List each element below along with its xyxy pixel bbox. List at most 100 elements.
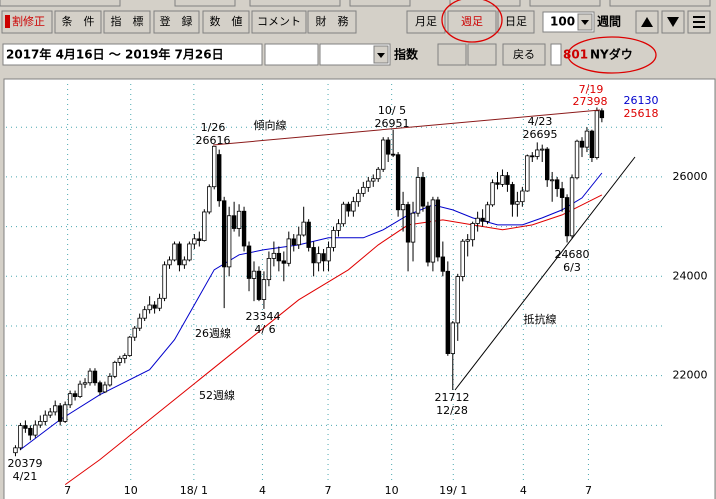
y-tick-label: 24000 <box>673 269 708 282</box>
button-label[interactable]: 日足 <box>505 15 527 28</box>
candle-body <box>341 203 346 225</box>
candle-body <box>376 168 381 180</box>
x-tick-label: 10 <box>124 484 138 497</box>
resistance-line <box>454 156 636 391</box>
candle-body <box>306 221 311 248</box>
candle-body <box>331 230 336 248</box>
button-label[interactable]: 条 件 <box>62 14 95 28</box>
candle-body <box>485 204 490 222</box>
annotation: 10/ 5 <box>378 104 406 117</box>
x-tick-label: 4 <box>259 484 266 497</box>
dropdown-value[interactable]: 100 <box>550 15 575 29</box>
date-range-field[interactable] <box>2 43 263 66</box>
button-label[interactable]: 週足 <box>461 15 483 28</box>
date-range: 2017年 4月16日 ～ 2019年 7月26日 <box>6 47 224 62</box>
candle-body <box>599 110 605 119</box>
field <box>467 43 497 66</box>
button[interactable] <box>1 10 53 34</box>
candle-body <box>167 259 172 266</box>
moving-average-line <box>64 194 603 486</box>
candle-body <box>13 447 18 454</box>
button-label[interactable]: 月足 <box>415 15 437 28</box>
candle-body <box>97 382 103 393</box>
candle-body <box>162 264 167 299</box>
button-label[interactable]: 指 標 <box>111 14 144 28</box>
candle-body <box>554 179 560 190</box>
button-label[interactable]: 登 録 <box>160 14 193 28</box>
candle-body <box>72 393 78 397</box>
annotation: 25618 <box>624 107 659 120</box>
button[interactable] <box>251 10 307 34</box>
candle-body <box>400 204 406 211</box>
button[interactable] <box>406 10 446 34</box>
annotation: 4/23 <box>528 115 553 128</box>
button[interactable] <box>202 10 250 34</box>
candle-body <box>549 179 555 182</box>
candle-body <box>361 186 366 194</box>
button-label[interactable]: 財 務 <box>316 14 349 28</box>
x-tick-label: 4 <box>520 484 527 497</box>
field[interactable] <box>264 43 319 66</box>
candle-body <box>212 145 217 188</box>
candle-body <box>564 197 570 237</box>
candle-body <box>495 182 500 185</box>
annotation: 27398 <box>573 95 608 108</box>
chart-area <box>3 78 716 499</box>
candle-body <box>147 304 152 311</box>
annotation: 抵抗線 <box>524 312 557 326</box>
button[interactable] <box>447 10 497 34</box>
candle-body <box>515 201 520 205</box>
button[interactable] <box>502 43 546 66</box>
code: 801 <box>563 48 588 62</box>
candle-body <box>246 245 252 279</box>
moving-average-line <box>20 172 603 450</box>
button[interactable] <box>103 10 151 34</box>
annotation: 傾向線 <box>254 118 287 132</box>
button-label[interactable]: 数 値 <box>210 15 243 28</box>
candle-body <box>525 155 530 192</box>
candle-body <box>594 110 600 158</box>
button-label[interactable]: コメント <box>257 15 301 28</box>
candle-body <box>455 276 460 324</box>
button[interactable] <box>54 10 102 34</box>
candle-body <box>505 175 510 185</box>
candle-body <box>137 317 142 329</box>
candle-body <box>261 279 267 300</box>
candle-body <box>589 130 595 158</box>
candle-body <box>326 247 331 262</box>
candle-body <box>460 240 465 277</box>
candle-body <box>296 234 301 246</box>
button-label[interactable]: 割修正 <box>12 14 45 28</box>
button[interactable] <box>153 10 200 34</box>
candle-body <box>480 217 485 222</box>
candle-body <box>57 405 63 422</box>
candle-body <box>574 140 580 179</box>
x-tick-label: 7 <box>325 484 332 497</box>
candle-body <box>366 180 371 188</box>
annotation: 26695 <box>523 128 558 141</box>
candle-body <box>251 270 257 279</box>
candle-body <box>43 414 48 422</box>
candle-body <box>544 148 550 181</box>
annotation: 26616 <box>196 134 231 147</box>
button[interactable] <box>497 10 535 34</box>
dropdown[interactable] <box>319 43 391 66</box>
candle-body <box>241 210 247 247</box>
candle-body <box>346 203 351 212</box>
candle-body <box>231 215 237 229</box>
candle-body <box>559 188 565 198</box>
candle-body <box>445 270 451 354</box>
candle-body <box>371 178 376 182</box>
button[interactable] <box>307 10 357 34</box>
candle-body <box>172 243 177 261</box>
x-tick-label: 7 <box>64 484 71 497</box>
y-tick-label: 22000 <box>673 369 708 382</box>
candle-body <box>53 405 58 413</box>
button-label[interactable]: 戻る <box>513 48 535 61</box>
field <box>550 43 562 66</box>
candle-body <box>301 221 306 236</box>
candle-body <box>28 427 33 436</box>
top-row <box>0 0 711 7</box>
candle-body <box>395 154 401 211</box>
